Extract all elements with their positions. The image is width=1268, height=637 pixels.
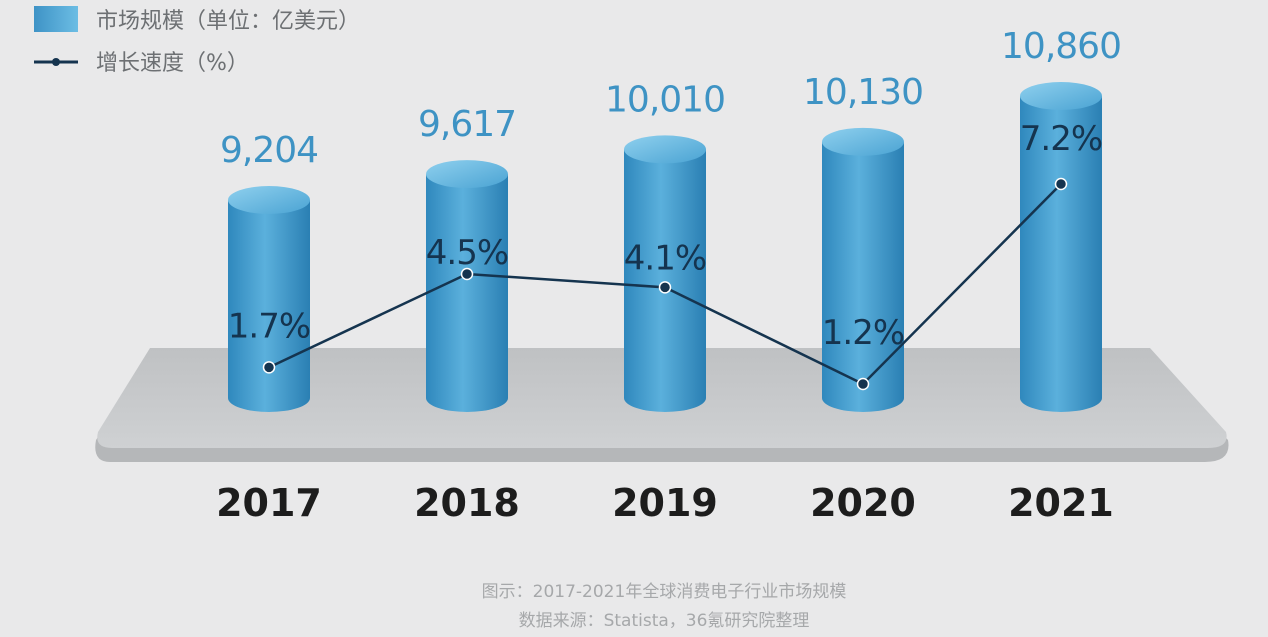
- growth-marker-2019: [658, 281, 672, 294]
- value-label-2020: 10,130: [803, 72, 923, 113]
- growth-marker-2017: [262, 361, 276, 374]
- bar-body: [624, 149, 706, 412]
- growth-marker-2020: [856, 377, 870, 391]
- growth-label-2019: 4.1%: [624, 238, 706, 278]
- year-label-2017: 2017: [216, 481, 322, 525]
- value-label-2021: 10,860: [1001, 26, 1121, 67]
- value-label-2019: 10,010: [605, 79, 725, 120]
- growth-label-2021: 7.2%: [1020, 119, 1102, 159]
- value-label-2018: 9,617: [418, 104, 516, 145]
- growth-marker-2021: [1054, 177, 1068, 191]
- bar-2019: [624, 135, 706, 412]
- caption-source: 数据来源：Statista，36氪研究院整理: [519, 611, 810, 631]
- bar-body: [822, 141, 904, 413]
- growth-label-2018: 4.5%: [426, 233, 508, 273]
- legend-bar-swatch: [34, 6, 78, 32]
- value-label-2017: 9,204: [220, 130, 318, 171]
- legend-line-label: 增长速度（%）: [96, 51, 249, 76]
- bar-body: [1020, 96, 1102, 412]
- growth-label-2020: 1.2%: [822, 313, 904, 353]
- bar-cap: [624, 135, 706, 164]
- legend-line-marker: [52, 58, 60, 66]
- bar-2017: [228, 186, 310, 412]
- bar-cap: [228, 186, 310, 214]
- year-label-2021: 2021: [1008, 481, 1114, 525]
- growth-label-2017: 1.7%: [228, 306, 310, 346]
- labels-layer: 9,204 2017 9,617 2018 10,010 2019 10,130 2020 10…: [216, 26, 1122, 525]
- year-label-2020: 2020: [810, 481, 916, 525]
- year-label-2019: 2019: [612, 481, 718, 525]
- legend-bar-label: 市场规模（单位：亿美元）: [96, 9, 360, 34]
- bar-2021: [1020, 82, 1102, 412]
- bars-layer: [228, 82, 1102, 413]
- bar-cap: [822, 127, 904, 156]
- growth-line-layer: [262, 177, 1068, 391]
- caption-title: 图示：2017-2021年全球消费电子行业市场规模: [482, 582, 847, 602]
- bar-body: [426, 174, 508, 412]
- bar-2018: [426, 160, 508, 412]
- year-label-2018: 2018: [414, 481, 520, 525]
- bar-cap: [1020, 82, 1102, 110]
- growth-marker-2018: [460, 267, 474, 281]
- bar-2020: [822, 127, 904, 413]
- bar-cap: [426, 160, 508, 189]
- legend: 市场规模（单位：亿美元） 增长速度（%）: [34, 6, 360, 76]
